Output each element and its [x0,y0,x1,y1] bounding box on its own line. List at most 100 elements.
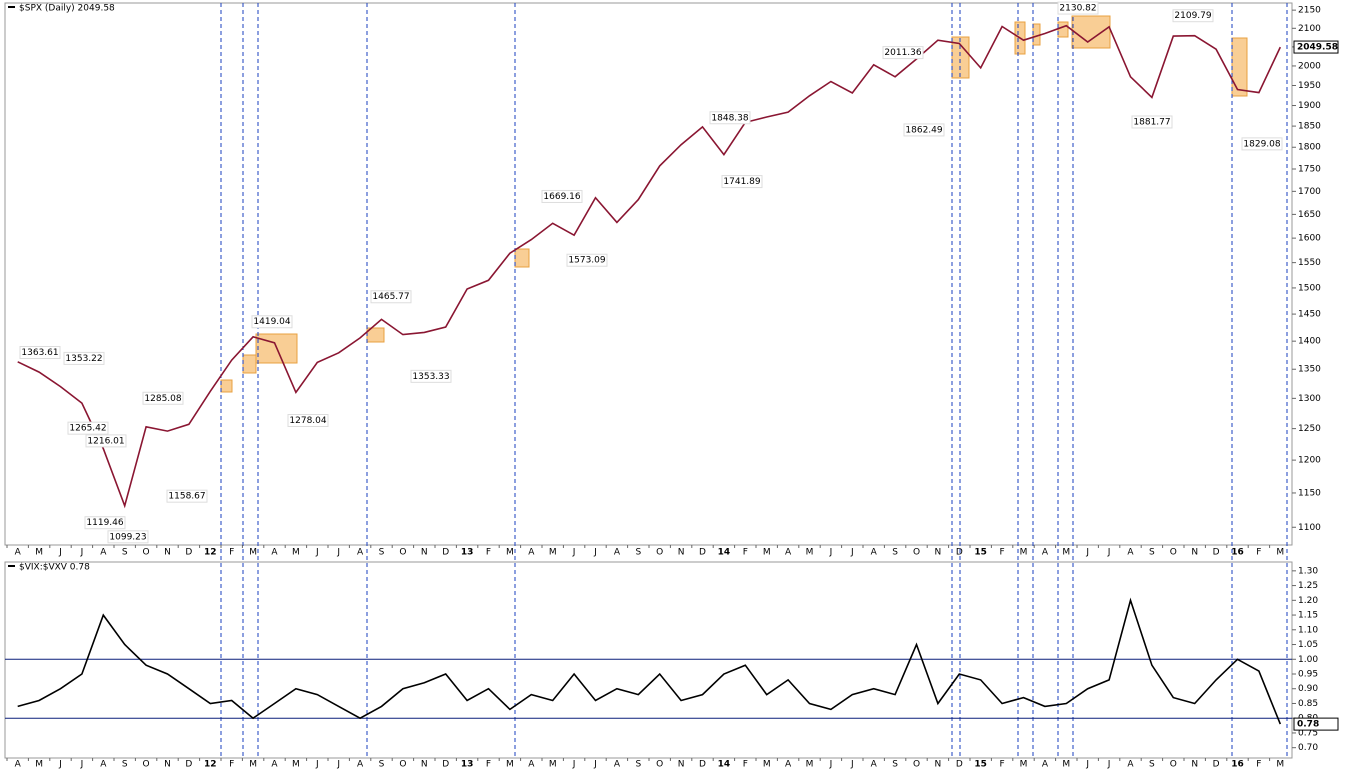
x-tick-label: N [1191,760,1198,770]
annotation-box [370,290,412,304]
x-tick-label: A [271,548,278,558]
x-tick-label: D [185,548,192,558]
x-tick-label: F [743,760,748,770]
y-tick-label: 1.10 [1298,625,1318,635]
x-tick-label: N [678,548,685,558]
annotation-box [287,414,329,428]
x-tick-label: M [549,548,557,558]
x-tick-label: M [292,548,300,558]
x-tick-label: F [1000,548,1005,558]
x-tick-label: O [913,548,920,558]
annotation-box [251,315,293,329]
x-tick-label: S [122,548,128,558]
x-tick-label: A [871,548,878,558]
x-tick-label: S [122,760,128,770]
annotation-box [107,530,149,544]
y-tick-label: 0.90 [1298,684,1318,694]
x-tick-label: 13 [461,760,474,770]
annotation: 1158.67 [168,492,205,502]
x-tick-label: N [1191,548,1198,558]
x-tick-label: A [100,760,107,770]
x-tick-label: F [1256,760,1261,770]
x-tick-label: 14 [718,760,731,770]
highlight-box [242,354,257,374]
x-tick-label: J [58,760,62,770]
x-tick-label: J [1085,760,1089,770]
y-tick-label: 0.85 [1298,699,1318,709]
x-tick-label: A [1042,548,1049,558]
y-tick-label: 1.20 [1298,596,1318,606]
annotation: 1848.38 [711,113,748,123]
x-tick-label: M [506,760,514,770]
highlight-box [951,36,970,79]
x-tick-label: J [336,760,340,770]
x-tick-label: A [357,548,364,558]
annotation-box [19,345,61,359]
y-tick-label: 2000 [1298,61,1321,71]
highlight-box [1231,37,1248,97]
x-tick-label: M [763,760,771,770]
annotation: 1881.77 [1133,117,1170,127]
x-tick-label: J [572,760,576,770]
annotation: 1265.42 [69,424,106,434]
x-tick-label: D [185,760,192,770]
highlight-box [1071,15,1111,49]
x-tick-label: S [379,548,385,558]
x-tick-label: D [699,760,706,770]
x-tick-label: D [442,760,449,770]
highlight-box [220,379,233,393]
x-tick-label: O [143,548,150,558]
x-tick-label: 13 [461,548,474,558]
x-tick-label: D [1213,548,1220,558]
x-tick-label: J [829,548,833,558]
annotation-box [1241,137,1283,151]
annotation: 1669.16 [543,192,580,202]
x-tick-label: F [743,548,748,558]
x-tick-label: S [1149,548,1155,558]
y-tick-label: 0.70 [1298,743,1318,753]
annotation-box [142,391,184,405]
value-tag [1293,40,1339,54]
x-tick-label: O [143,760,150,770]
annotation-box [1131,115,1173,129]
y-tick-label: 1650 [1298,210,1321,220]
x-tick-label: J [593,760,597,770]
y-tick-label: 1550 [1298,258,1321,268]
x-tick-label: N [678,760,685,770]
x-tick-label: M [35,548,43,558]
highlight-box [1032,23,1041,46]
x-tick-label: J [850,548,854,558]
value-tag-label: 2049.58 [1297,43,1338,53]
annotation: 1285.08 [144,394,181,404]
annotation: 1353.22 [65,354,102,364]
y-tick-label: 1200 [1298,456,1321,466]
x-tick-label: 12 [204,548,217,558]
annotation-box [85,434,127,448]
panel-title: $VIX:$VXV 0.78 [19,563,90,573]
x-tick-label: F [1256,548,1261,558]
x-tick-label: M [35,760,43,770]
y-tick-label: 1.00 [1298,655,1318,665]
x-tick-label: J [315,548,319,558]
series-line [17,597,1282,725]
x-tick-label: D [699,548,706,558]
x-tick-label: A [785,760,792,770]
value-tag-label: 0.78 [1297,720,1319,730]
x-tick-label: A [357,760,364,770]
annotation: 1353.33 [412,372,449,382]
annotation: 1829.08 [1243,139,1280,149]
x-tick-label: O [656,760,663,770]
x-tick-label: M [1020,548,1028,558]
x-tick-label: J [1107,760,1111,770]
annotation: 1363.61 [21,348,58,358]
x-tick-label: A [528,760,535,770]
x-tick-label: F [229,548,234,558]
annotation: 1419.04 [253,317,290,327]
annotation-box [566,253,608,267]
x-tick-label: D [1213,760,1220,770]
x-tick-label: M [549,760,557,770]
x-tick-label: M [806,760,814,770]
x-tick-label: N [421,548,428,558]
y-tick-label: 1800 [1298,143,1321,153]
